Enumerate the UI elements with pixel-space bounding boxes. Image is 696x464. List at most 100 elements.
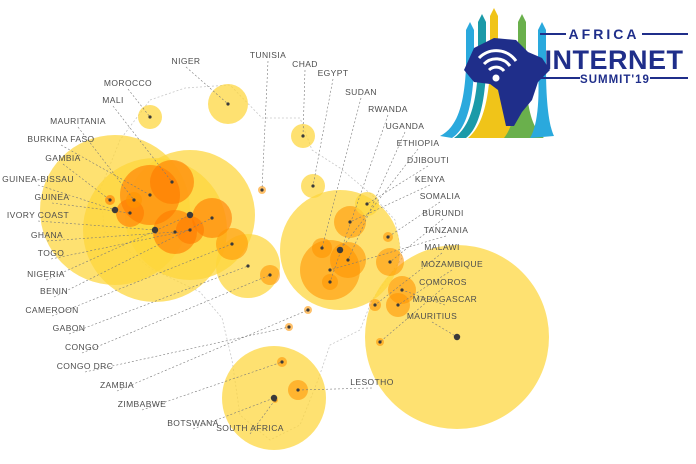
label-mozambique: MOZAMBIQUE — [421, 259, 483, 269]
leader-zambia — [116, 309, 309, 392]
leader-comoros — [379, 287, 444, 343]
logo-africa-text: AFRICA — [569, 26, 640, 42]
label-cameroon: CAMEROON — [25, 305, 78, 315]
leader-mali — [112, 105, 173, 183]
dot-comoros — [378, 340, 382, 344]
leader-lesotho — [297, 387, 373, 391]
dot-kenya — [348, 220, 352, 224]
leader-egypt — [312, 78, 334, 187]
dot-mauritius — [453, 333, 461, 341]
label-guinea-bissau: GUINEA-BISSAU — [2, 174, 74, 184]
dot-togo — [188, 228, 192, 232]
leader-south-africa — [249, 399, 276, 435]
leader-lines — [37, 60, 458, 435]
label-uganda: UGANDA — [386, 121, 425, 131]
logo-summit-text: SUMMIT'19 — [580, 74, 650, 86]
label-sudan: SUDAN — [345, 87, 377, 97]
leader-tunisia — [261, 60, 269, 191]
dot-gabon — [246, 264, 250, 268]
leader-rwanda — [329, 114, 389, 283]
label-nigeria: NIGERIA — [27, 269, 65, 279]
dot-chad — [301, 134, 305, 138]
label-gabon: GABON — [53, 323, 86, 333]
dot-egypt — [311, 184, 315, 188]
leader-gambia — [62, 163, 111, 201]
label-burundi: BURUNDI — [422, 208, 464, 218]
label-burkina-faso: BURKINA FASO — [27, 134, 94, 144]
leader-ghana — [46, 231, 176, 242]
dot-tunisia — [260, 188, 264, 192]
leader-ivory-coast — [37, 220, 156, 231]
label-togo: TOGO — [38, 248, 64, 258]
dot-somalia — [386, 235, 390, 239]
label-mauritius: MAURITIUS — [407, 311, 457, 321]
dot-madagascar — [400, 288, 404, 292]
dot-congo — [268, 273, 272, 277]
dot-ivory-coast — [151, 226, 159, 234]
label-niger: NIGER — [172, 56, 201, 66]
dot-south-africa — [273, 398, 277, 402]
label-tunisia: TUNISIA — [250, 50, 286, 60]
leader-botswana — [192, 397, 275, 430]
label-malawi: MALAWI — [424, 242, 460, 252]
dot-lesotho — [296, 388, 300, 392]
africa-internet-summit-logo: AFRICA INTERNET SUMMIT'19 — [440, 8, 688, 138]
label-south-africa: SOUTH AFRICA — [216, 423, 284, 433]
dot-mauritania — [132, 198, 136, 202]
label-benin: BENIN — [40, 286, 68, 296]
leader-zimbabwe — [141, 361, 283, 411]
label-rwanda: RWANDA — [368, 104, 408, 114]
dot-cameroon — [230, 242, 234, 246]
dot-djibouti — [365, 202, 369, 206]
dot-morocco — [148, 115, 152, 119]
leader-congo-drc — [84, 326, 290, 373]
leader-niger — [185, 66, 229, 105]
leader-burkina-faso — [60, 144, 151, 196]
label-chad: CHAD — [292, 59, 318, 69]
dot-malawi — [373, 303, 377, 307]
label-egypt: EGYPT — [318, 68, 349, 78]
dot-ethiopia — [336, 246, 344, 254]
label-guinea: GUINEA — [35, 192, 70, 202]
label-ivory-coast: IVORY COAST — [7, 210, 69, 220]
dot-sudan — [320, 246, 324, 250]
leader-uganda — [347, 131, 406, 261]
label-djibouti: DJIBOUTI — [407, 155, 449, 165]
leader-sudan — [321, 97, 362, 249]
center-dots — [108, 102, 461, 402]
label-ghana: GHANA — [31, 230, 63, 240]
dot-zimbabwe — [280, 360, 284, 364]
leader-morocco — [127, 88, 151, 118]
dot-ghana — [173, 230, 177, 234]
leader-chad — [302, 69, 306, 137]
label-tanzania: TANZANIA — [424, 225, 469, 235]
logo-internet-text: INTERNET — [545, 45, 684, 75]
dot-tanzania — [328, 268, 332, 272]
dot-mozambique — [396, 303, 400, 307]
continent-outline-path — [99, 84, 403, 441]
label-somalia: SOMALIA — [420, 191, 461, 201]
label-gambia: GAMBIA — [45, 153, 80, 163]
leader-benin — [53, 217, 213, 298]
label-madagascar: MADAGASCAR — [413, 294, 477, 304]
leader-burundi — [389, 218, 444, 263]
dot-niger — [226, 102, 230, 106]
label-mali: MALI — [102, 95, 123, 105]
leader-mauritania — [77, 126, 135, 201]
label-comoros: COMOROS — [419, 277, 467, 287]
label-morocco: MOROCCO — [104, 78, 152, 88]
label-congo: CONGO — [65, 342, 99, 352]
dot-congo-drc — [287, 325, 291, 329]
leader-somalia — [387, 201, 441, 238]
dot-rwanda — [328, 280, 332, 284]
dot-benin — [210, 216, 214, 220]
leader-guinea-bissau — [37, 184, 116, 211]
logo-emblem — [440, 8, 554, 138]
dot-burkina-faso — [148, 193, 152, 197]
dot-nigeria — [186, 211, 194, 219]
leader-kenya — [349, 184, 431, 223]
leader-mauritius — [431, 321, 458, 338]
